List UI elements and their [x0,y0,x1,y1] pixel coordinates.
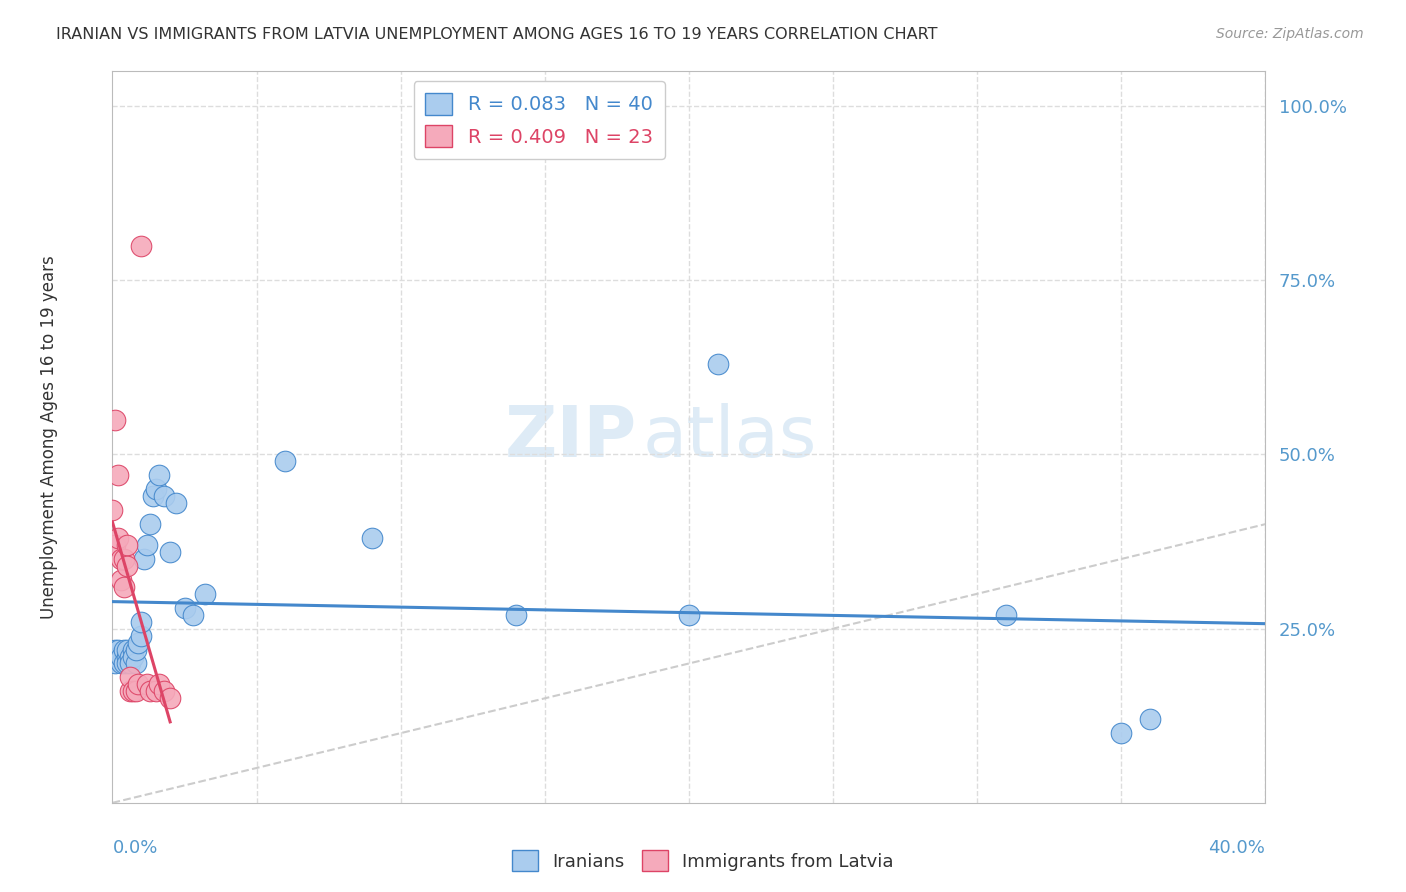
Point [129,629,153,643]
Point [360,531,382,545]
Text: atlas: atlas [643,402,817,472]
Point [112,642,135,657]
Point [142,489,165,503]
Point [124,657,146,671]
Point [127,635,149,649]
Point [153,489,176,503]
Point [1111,726,1133,740]
Point [148,468,170,483]
Point [110,573,132,587]
Point [995,607,1018,622]
Point [139,517,162,532]
Point [1139,712,1161,726]
Point [104,657,127,671]
Point [139,684,162,698]
Point [159,691,181,706]
Point [118,684,141,698]
Point [505,607,527,622]
Point [136,538,159,552]
Text: 40.0%: 40.0% [1209,839,1265,857]
Point [129,238,153,252]
Text: Unemployment Among Ages 16 to 19 years: Unemployment Among Ages 16 to 19 years [39,255,58,619]
Point [159,545,181,559]
Point [121,649,143,664]
Point [706,357,728,371]
Point [118,657,141,671]
Point [678,607,700,622]
Point [124,684,146,698]
Point [112,580,135,594]
Point [173,600,195,615]
Legend: Iranians, Immigrants from Latvia: Iranians, Immigrants from Latvia [505,843,901,879]
Point [148,677,170,691]
Text: IRANIAN VS IMMIGRANTS FROM LATVIA UNEMPLOYMENT AMONG AGES 16 TO 19 YEARS CORRELA: IRANIAN VS IMMIGRANTS FROM LATVIA UNEMPL… [56,27,938,42]
Point [107,468,129,483]
Point [115,538,138,552]
Point [124,642,146,657]
Point [121,684,143,698]
Point [129,615,153,629]
Point [110,552,132,566]
Legend: R = 0.083   N = 40, R = 0.409   N = 23: R = 0.083 N = 40, R = 0.409 N = 23 [413,81,665,159]
Point [127,677,149,691]
Point [104,642,127,657]
Point [104,412,127,426]
Point [115,657,138,671]
Point [107,642,129,657]
Point [194,587,217,601]
Point [115,649,138,664]
Text: Source: ZipAtlas.com: Source: ZipAtlas.com [1216,27,1364,41]
Point [153,684,176,698]
Text: ZIP: ZIP [505,402,637,472]
Point [134,552,156,566]
Point [118,670,141,684]
Point [110,649,132,664]
Point [115,558,138,573]
Text: 0.0%: 0.0% [112,839,157,857]
Point [181,607,204,622]
Point [115,642,138,657]
Point [110,657,132,671]
Point [112,657,135,671]
Point [165,496,187,510]
Point [118,649,141,664]
Point [136,677,159,691]
Point [107,649,129,664]
Point [274,454,297,468]
Point [121,642,143,657]
Point [145,483,167,497]
Point [107,531,129,545]
Point [104,538,127,552]
Point [112,552,135,566]
Point [145,684,167,698]
Point [101,503,124,517]
